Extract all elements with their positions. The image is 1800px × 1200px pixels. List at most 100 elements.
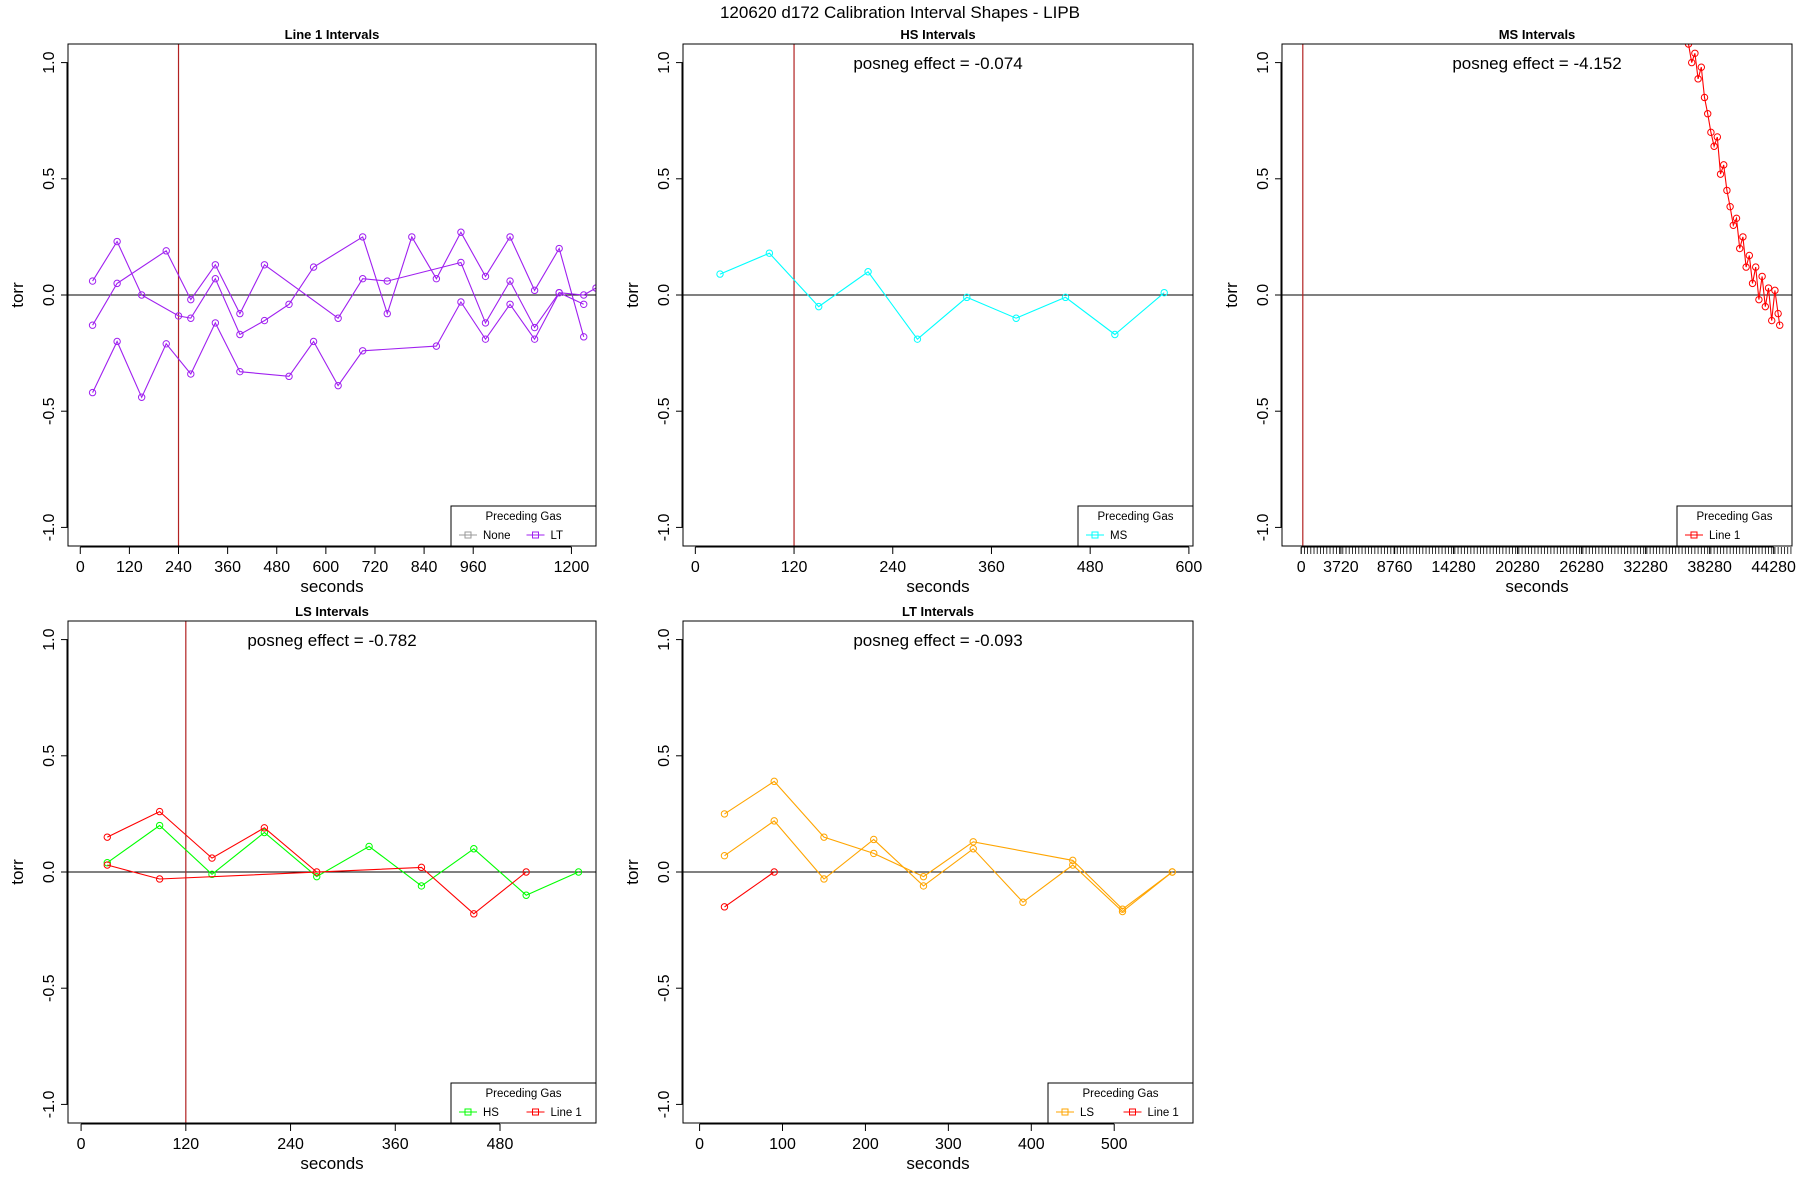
x-axis-label: seconds	[906, 577, 969, 596]
x-tick-label: 0	[1297, 559, 1306, 576]
data-point	[1697, 63, 1706, 71]
legend-box	[1676, 505, 1793, 547]
data-point	[155, 821, 164, 830]
x-tick-label: 120	[116, 559, 143, 576]
series-line	[107, 864, 527, 915]
series-line	[107, 810, 318, 873]
x-tick-label: 100	[769, 1136, 796, 1153]
x-tick-label: 200	[852, 1136, 879, 1153]
data-point	[969, 838, 977, 846]
panel-title: Line 1 Intervals	[285, 27, 380, 42]
data-point	[211, 319, 220, 327]
data-point	[137, 393, 146, 401]
data-point	[211, 261, 220, 269]
legend: Preceding Gas None LT	[450, 505, 597, 547]
x-axis-label: seconds	[300, 577, 363, 596]
legend-title: Preceding Gas	[485, 511, 561, 523]
y-tick-label: -1.0	[41, 1091, 58, 1119]
legend-label: MS	[1110, 530, 1128, 542]
posneg-annotation: posneg effect = -0.074	[853, 54, 1022, 73]
legend-title: Preceding Gas	[485, 1088, 561, 1100]
data-point	[1723, 186, 1731, 195]
y-tick-label: -0.5	[41, 974, 58, 1002]
x-tick-label: 500	[1101, 1136, 1128, 1153]
y-tick-label: 1.0	[1255, 51, 1272, 73]
series-0	[88, 228, 588, 341]
plot-frame	[1281, 43, 1793, 547]
data-point	[522, 868, 530, 876]
data-point	[522, 891, 530, 899]
legend-label: None	[483, 530, 511, 542]
data-point	[870, 835, 878, 844]
x-tick-label: 20280	[1495, 559, 1540, 576]
legend-box	[1077, 505, 1194, 547]
data-point	[88, 388, 97, 397]
x-tick-label: 720	[362, 559, 389, 576]
data-point	[1704, 110, 1712, 118]
data-layer	[720, 777, 1176, 916]
x-tick-label: 32280	[1623, 559, 1668, 576]
data-point	[1774, 309, 1782, 318]
data-point	[1729, 221, 1738, 229]
x-tick-label: 120	[781, 559, 808, 576]
data-point	[113, 237, 121, 246]
series-line	[1687, 44, 1781, 326]
data-point	[236, 309, 244, 318]
posneg-annotation: posneg effect = -4.152	[1452, 54, 1621, 73]
data-point	[365, 842, 373, 851]
data-point	[211, 275, 220, 283]
y-tick-label: 1.0	[656, 628, 673, 650]
x-minor-ticks	[1300, 547, 1792, 554]
y-tick-label: 0.0	[656, 861, 673, 883]
panel-ms: MS Intervals -1.0 -0.5 0.0 0.5 1.0 0 3720 8760 14…	[1222, 27, 1796, 596]
legend-box	[1047, 1082, 1194, 1124]
series-2	[103, 861, 530, 918]
data-point	[137, 291, 146, 299]
y-tick-label: -1.0	[656, 514, 673, 542]
x-tick-label: 120	[172, 1136, 199, 1153]
data-point	[383, 309, 391, 318]
y-tick-label: 0.5	[1255, 168, 1272, 190]
data-point	[506, 277, 514, 285]
legend-entry: Line 1	[526, 1107, 582, 1119]
data-point	[155, 807, 164, 816]
x-tick-label: 44280	[1751, 559, 1796, 576]
y-tick-label: -1.0	[41, 514, 58, 542]
data-point	[555, 288, 563, 297]
series-2	[720, 868, 778, 911]
x-tick-label: 480	[263, 559, 290, 576]
data-point	[113, 337, 121, 346]
legend-marker	[464, 531, 472, 539]
legend-label: Line 1	[1709, 530, 1740, 542]
series-2	[88, 288, 588, 401]
data-point	[1069, 861, 1077, 869]
x-tick-label: 960	[460, 559, 487, 576]
data-point	[1168, 868, 1176, 876]
data-point	[555, 244, 563, 253]
x-tick-label: 8760	[1377, 559, 1413, 576]
data-layer	[716, 249, 1168, 343]
data-point	[1716, 170, 1725, 178]
data-point	[334, 314, 342, 322]
x-tick-label: 840	[411, 559, 438, 576]
data-point	[1694, 75, 1702, 83]
y-tick-label: -0.5	[41, 397, 58, 425]
data-point	[162, 247, 170, 255]
data-point	[103, 861, 111, 869]
data-point	[481, 335, 490, 343]
legend-entry: Line 1	[1123, 1107, 1179, 1119]
data-point	[1745, 251, 1754, 260]
panel-title: HS Intervals	[900, 27, 975, 42]
data-point	[88, 277, 97, 285]
x-tick-label: 300	[935, 1136, 962, 1153]
y-tick-label: -1.0	[656, 1091, 673, 1119]
plot-frame	[67, 43, 597, 547]
data-point	[1726, 202, 1734, 211]
data-point	[1742, 263, 1750, 271]
data-point	[1012, 314, 1020, 322]
posneg-annotation: posneg effect = -0.093	[853, 631, 1022, 650]
y-tick-label: 1.0	[41, 51, 58, 73]
data-point	[765, 249, 774, 257]
data-point	[919, 872, 928, 881]
